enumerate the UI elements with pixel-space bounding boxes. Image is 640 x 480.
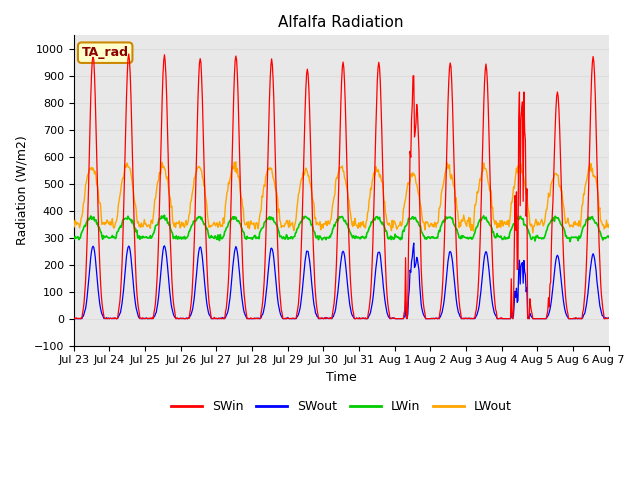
X-axis label: Time: Time [326,371,356,384]
Legend: SWin, SWout, LWin, LWout: SWin, SWout, LWin, LWout [166,396,517,418]
Text: TA_rad: TA_rad [82,46,129,59]
Title: Alfalfa Radiation: Alfalfa Radiation [278,15,404,30]
Y-axis label: Radiation (W/m2): Radiation (W/m2) [15,135,28,245]
